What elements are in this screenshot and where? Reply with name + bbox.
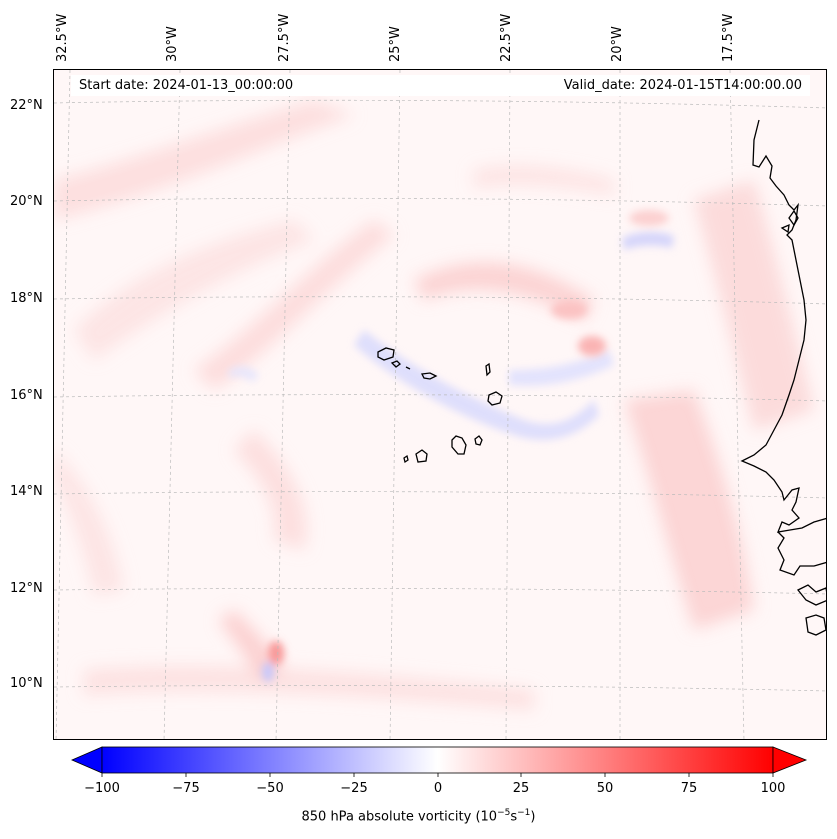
vorticity-positive-region — [54, 450, 124, 595]
coastline-africa — [740, 119, 826, 636]
vorticity-positive-region — [54, 100, 354, 220]
vorticity-positive-region — [414, 262, 594, 320]
colorbar-tick-label: 25 — [512, 781, 530, 796]
vorticity-positive-region — [234, 430, 307, 550]
coastline-islands — [377, 347, 503, 464]
colorbar-title-end: ) — [530, 809, 536, 825]
colorbar-tick-label: −75 — [172, 781, 200, 796]
vorticity-positive-spot — [578, 336, 606, 356]
vorticity-positive-spot — [268, 641, 284, 665]
lat-tick-label: 16°N — [10, 388, 43, 403]
vorticity-positive-spot — [629, 210, 669, 226]
start-date-label: Start date: 2024-01-13_00:00:00 — [79, 78, 294, 93]
colorbar-title-unit: s — [510, 809, 518, 825]
colorbar-title-exp1: −5 — [497, 808, 511, 818]
lon-tick-label: 25°W — [388, 26, 403, 62]
lat-tick-label: 20°N — [10, 194, 43, 209]
vorticity-negative-region — [354, 330, 599, 440]
lon-tick-label: 17.5°W — [721, 13, 736, 62]
vorticity-positive-region — [194, 220, 394, 390]
colorbar-title: 850 hPa absolute vorticity (10−5s−1) — [0, 808, 837, 824]
colorbar-tick-label: 50 — [596, 781, 614, 796]
vorticity-negative-region — [622, 231, 674, 250]
gridlines — [54, 70, 826, 739]
colorbar-tick-label: −50 — [256, 781, 284, 796]
colorbar-extend-min — [70, 746, 103, 774]
valid-date-label: Valid_date: 2024-01-15T14:00:00.00 — [563, 78, 802, 93]
colorbar-tick-label: 0 — [433, 781, 443, 796]
colorbar-tick-label: 75 — [680, 781, 698, 796]
lon-tick-label: 27.5°W — [277, 13, 292, 62]
vorticity-positive-region — [474, 165, 614, 195]
lat-tick-label: 12°N — [10, 581, 43, 596]
vorticity-positive-region — [74, 220, 314, 360]
vorticity-negative-region — [229, 366, 259, 382]
lon-tick-label: 22.5°W — [499, 13, 514, 62]
vorticity-field — [54, 70, 826, 739]
colorbar-tick-label: −25 — [340, 781, 368, 796]
vorticity-positive-region — [84, 666, 534, 710]
colorbar-gradient — [101, 746, 774, 774]
vorticity-positive-region — [694, 180, 814, 430]
vorticity-positive-region — [624, 390, 754, 630]
lat-tick-label: 22°N — [10, 98, 43, 113]
colorbar-tick-label: −100 — [84, 781, 120, 796]
colorbar-title-main: 850 hPa absolute vorticity (10 — [301, 809, 498, 825]
lat-tick-label: 10°N — [10, 676, 43, 691]
lat-tick-label: 14°N — [10, 484, 43, 499]
colorbar-extend-max — [772, 746, 808, 774]
lon-tick-label: 20°W — [610, 26, 625, 62]
map-info-bar: Start date: 2024-01-13_00:00:00 Valid_da… — [71, 75, 810, 96]
vorticity-negative-region — [509, 350, 614, 386]
colorbar-tick-label: 100 — [760, 781, 786, 796]
lon-tick-label: 30°W — [165, 26, 180, 62]
vorticity-negative-spot — [262, 662, 274, 682]
vorticity-positive-spot — [551, 301, 587, 319]
lon-tick-label: 32.5°W — [55, 13, 70, 62]
colorbar — [70, 746, 808, 777]
colorbar-title-exp2: −1 — [517, 808, 531, 818]
lat-tick-label: 18°N — [10, 291, 43, 306]
vorticity-map — [53, 69, 827, 740]
